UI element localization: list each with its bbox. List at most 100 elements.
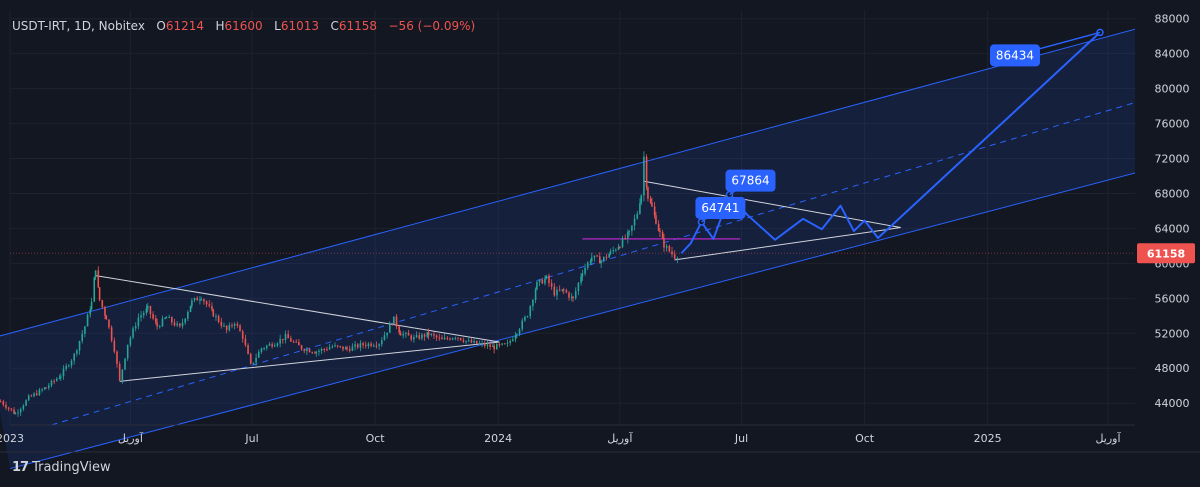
candle-body <box>334 345 336 347</box>
candle-body <box>211 305 213 310</box>
candle-body <box>339 346 342 348</box>
candle-body <box>467 340 470 342</box>
candle-body <box>584 267 586 274</box>
price-tick-label: 80000 <box>1155 83 1190 96</box>
candle-body <box>14 413 17 415</box>
candle-body <box>137 317 140 327</box>
trendline <box>643 180 901 229</box>
candle-body <box>393 316 395 325</box>
candle-body <box>181 322 184 327</box>
candle-body <box>378 344 380 346</box>
candle-body <box>78 341 81 351</box>
price-tick-label: 64000 <box>1155 222 1190 235</box>
candle-body <box>617 246 620 250</box>
candle-body <box>433 333 435 336</box>
candle-body <box>38 389 41 396</box>
candle-body <box>5 404 7 408</box>
candle-body <box>308 349 311 353</box>
price-tick-label: 84000 <box>1155 48 1190 61</box>
candle-body <box>90 301 93 310</box>
candle-body <box>473 340 475 343</box>
price-callout-label: 86434 <box>996 48 1034 62</box>
candle-body <box>30 395 33 397</box>
candle-body <box>532 299 534 307</box>
candle-body <box>493 345 495 350</box>
candle-body <box>320 348 323 351</box>
candle-body <box>25 400 27 406</box>
candle-body <box>86 314 89 327</box>
candle-body <box>184 318 186 323</box>
candle-body <box>475 340 478 344</box>
candle-body <box>663 238 665 248</box>
candle-body <box>577 282 580 292</box>
time-tick-label: 2025 <box>974 432 1002 445</box>
candle-body <box>279 338 281 344</box>
candle-body <box>158 326 161 328</box>
candle-body <box>651 202 653 207</box>
candle-body <box>398 326 400 333</box>
candle-body <box>512 339 514 342</box>
symbol-label[interactable]: USDT-IRT, 1D, Nobitex <box>12 19 145 33</box>
candle-body <box>661 232 664 239</box>
candle-body <box>478 343 481 345</box>
candle-body <box>489 344 491 347</box>
candle-body <box>164 317 166 319</box>
candle-body <box>7 407 10 409</box>
candle-body <box>331 346 334 348</box>
candle-body <box>574 291 577 299</box>
candle-body <box>534 289 537 300</box>
candle-body <box>491 345 494 347</box>
candle-body <box>413 337 415 340</box>
candle-body <box>383 335 386 341</box>
candle-body <box>306 349 308 352</box>
candle-body <box>62 368 65 377</box>
candle-body <box>593 255 596 258</box>
candle-body <box>225 325 228 331</box>
candle-body <box>608 254 610 258</box>
candle-body <box>668 245 671 252</box>
candle-body <box>47 385 50 388</box>
candle-body <box>282 338 284 341</box>
candle-body <box>389 324 391 333</box>
candle-body <box>346 347 348 350</box>
candle-body <box>236 324 239 326</box>
candle-body <box>586 262 589 268</box>
candle-body <box>354 344 356 347</box>
candle-body <box>179 323 181 327</box>
candle-body <box>58 377 61 379</box>
candle-body <box>649 198 652 203</box>
candle-body <box>215 316 217 318</box>
candle-body <box>290 338 292 342</box>
candle-body <box>146 305 149 309</box>
candle-body <box>244 338 247 346</box>
candle-body <box>628 230 631 232</box>
candle-body <box>276 343 279 346</box>
change-value: −56 (−0.09%) <box>388 19 476 33</box>
candle-body <box>665 245 668 248</box>
candle-body <box>483 343 486 346</box>
candle-body <box>81 333 84 342</box>
tradingview-footer[interactable]: 17 TradingView <box>12 460 111 475</box>
candle-body <box>342 346 344 350</box>
candle-body <box>572 296 574 299</box>
candle-body <box>362 343 364 346</box>
channel-middle-line <box>51 88 1181 426</box>
candle-body <box>498 344 501 346</box>
candle-body <box>356 344 359 348</box>
candle-body <box>97 270 100 288</box>
candle-body <box>98 287 101 301</box>
candle-body <box>311 352 314 354</box>
candle-body <box>217 316 220 322</box>
candle-body <box>228 325 231 331</box>
candle-body <box>375 345 378 347</box>
time-tick-label: Jul <box>244 432 258 445</box>
candle-body <box>427 332 430 336</box>
candle-body <box>506 342 509 344</box>
candle-body <box>84 326 86 334</box>
candle-body <box>639 203 641 214</box>
candle-body <box>265 345 268 349</box>
candle-body <box>647 187 649 199</box>
candle-body <box>423 334 426 337</box>
